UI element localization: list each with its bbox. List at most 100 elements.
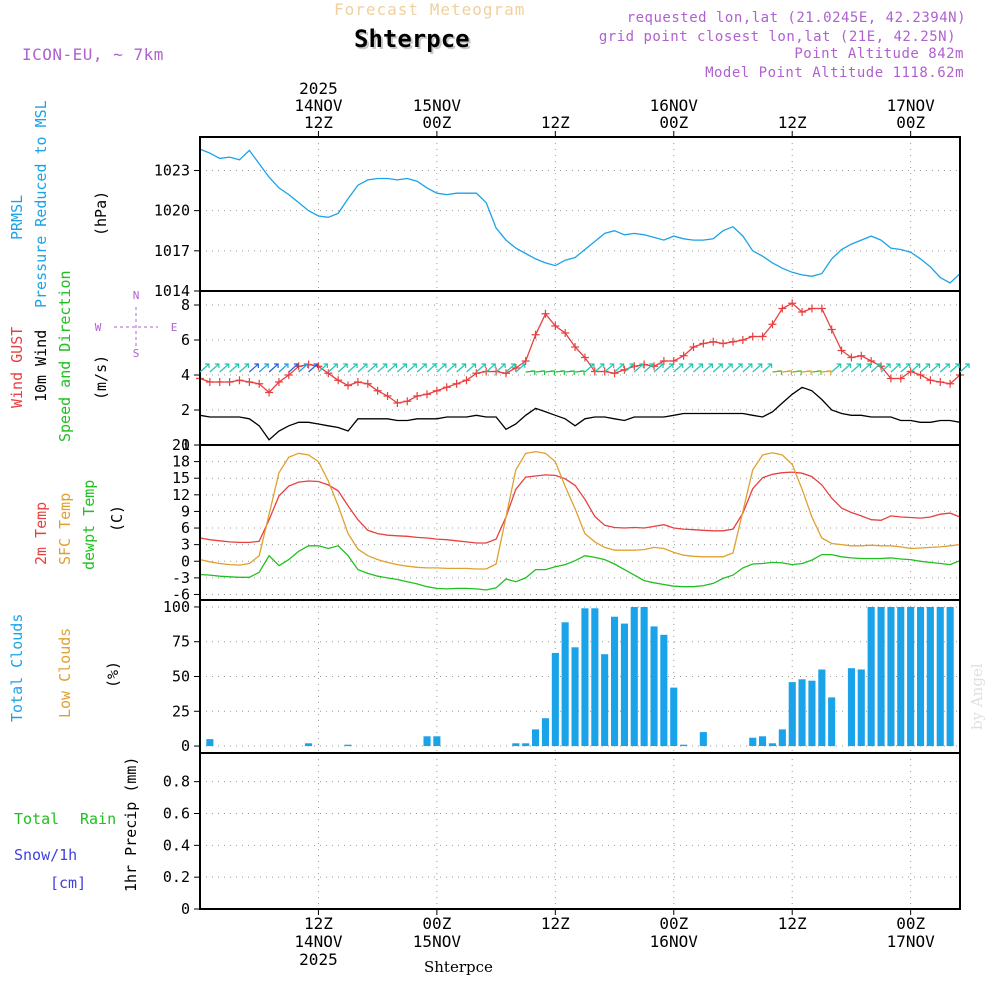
gust-marker: [916, 371, 925, 379]
y-tick-label: 1023: [154, 161, 190, 179]
top-time-label: 15NOV: [413, 96, 462, 115]
wind-arrow: [357, 363, 368, 373]
y-tick-label: 0: [181, 436, 190, 454]
y-tick-label: 2: [181, 401, 190, 419]
top-time-label: 00Z: [896, 113, 925, 132]
wind-arrow: [683, 363, 694, 373]
cloud-bar: [699, 732, 707, 746]
y-tick-label: 1014: [154, 282, 190, 300]
wind-arrow: [880, 363, 891, 373]
gust-marker: [413, 392, 422, 400]
wind-arrow: [821, 370, 832, 375]
gust-marker: [936, 378, 945, 386]
bottom-time-label: 00Z: [659, 914, 688, 933]
gust-marker: [709, 337, 718, 346]
wind-arrow: [268, 363, 279, 373]
y-tick-label: 0.4: [163, 836, 190, 854]
cloud-bar: [512, 743, 520, 747]
cloud-bar: [926, 607, 934, 747]
top-time-label: 12Z: [304, 113, 333, 132]
y-tick-label: 3: [181, 536, 190, 554]
cloud-bar: [897, 607, 905, 747]
cloud-bar: [936, 607, 944, 747]
wind-arrow: [614, 363, 625, 373]
wind-arrow: [802, 370, 812, 375]
wind-arrow: [712, 363, 723, 373]
cloud-bar: [808, 680, 816, 747]
gust-marker: [659, 357, 668, 365]
gust-marker: [610, 369, 619, 378]
wind-arrow: [841, 363, 852, 373]
cloud-bar: [522, 743, 530, 747]
cloud-bar: [423, 736, 431, 746]
gust-marker: [679, 351, 688, 360]
wind-arrow: [663, 363, 674, 373]
y-tick-label: -3: [172, 569, 190, 587]
gust-marker: [452, 379, 461, 388]
y-tick-label: 1020: [154, 202, 190, 220]
top-time-label: 17NOV: [887, 96, 936, 115]
gust-marker: [334, 376, 343, 385]
gust-marker: [827, 325, 836, 334]
wind-arrow: [367, 363, 378, 373]
gust-marker: [571, 343, 580, 351]
wind-arrow: [406, 363, 417, 373]
cloud-bar: [305, 743, 313, 747]
gust-marker: [817, 304, 826, 313]
wind-arrow: [732, 363, 743, 373]
cloud-bar: [581, 608, 589, 746]
wind-arrow: [584, 363, 595, 373]
wind-arrow: [219, 363, 230, 373]
series-line: [199, 450, 961, 570]
bottom-time-label: 12Z: [541, 914, 570, 933]
wind-arrow: [702, 363, 713, 373]
cloud-bar: [759, 736, 767, 746]
wind-arrow: [870, 363, 881, 373]
y-tick-label: 18: [172, 453, 190, 471]
top-time-label: 12Z: [541, 113, 570, 132]
wind-arrow: [752, 363, 763, 373]
gust-marker: [551, 322, 560, 330]
y-tick-label: 21: [172, 436, 190, 454]
gust-marker: [847, 353, 856, 362]
panel-frame: [199, 752, 961, 910]
wind-arrow: [594, 363, 605, 373]
cloud-bar: [680, 744, 688, 747]
top-time-label: 00Z: [422, 113, 451, 132]
wind-arrow: [209, 363, 220, 373]
wind-arrow: [288, 363, 299, 373]
compass-north: N: [133, 289, 140, 302]
cloud-bar: [857, 669, 865, 746]
wind-arrow: [890, 363, 901, 373]
gust-marker: [778, 304, 787, 313]
wind-arrow: [446, 363, 457, 373]
gust-marker: [867, 357, 876, 365]
gust-marker: [807, 304, 816, 313]
wind-arrow: [278, 363, 289, 373]
bottom-time-label: 00Z: [422, 914, 451, 933]
wind-arrow: [426, 363, 437, 373]
wind-arrow: [860, 363, 871, 373]
wind-arrow: [910, 363, 921, 373]
y-tick-label: 12: [172, 486, 190, 504]
wind-arrow: [347, 363, 358, 373]
compass-south: S: [133, 347, 140, 360]
wind-arrow: [742, 363, 753, 373]
gust-marker: [324, 369, 333, 378]
cloud-bar: [749, 737, 757, 746]
cloud-bar: [620, 623, 628, 746]
cloud-bar: [571, 647, 579, 747]
wind-arrow: [515, 363, 526, 373]
wind-arrow: [929, 363, 940, 373]
wind-arrow: [555, 370, 565, 375]
gust-marker: [472, 369, 481, 378]
wind-arrow: [475, 363, 486, 373]
gust-marker: [926, 376, 935, 385]
wind-arrow: [199, 363, 210, 373]
series-line: [199, 471, 961, 544]
gust-marker: [215, 378, 224, 386]
wind-arrow: [782, 370, 792, 375]
gust-marker: [501, 369, 510, 378]
gust-marker: [442, 383, 451, 392]
